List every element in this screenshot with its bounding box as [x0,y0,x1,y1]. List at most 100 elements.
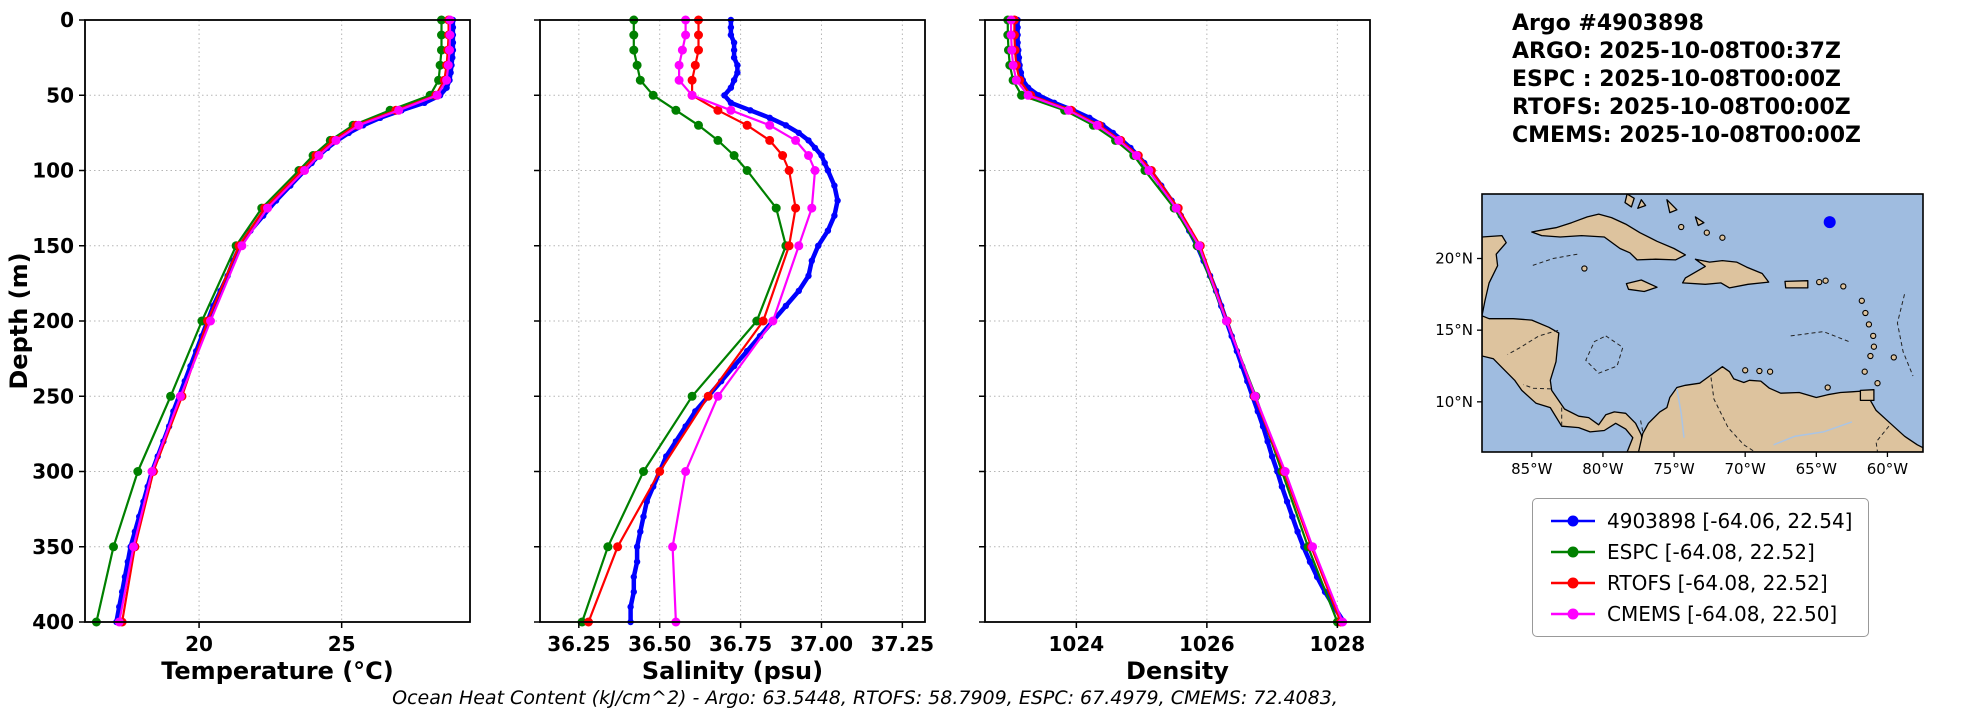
data-point [742,166,752,175]
data-point [1306,558,1314,565]
data-point [449,54,456,61]
map-river [1773,421,1853,446]
y-tick-label: 50 [46,83,74,107]
map-island [1840,283,1847,290]
map-land [1681,258,1770,289]
data-point [648,90,658,100]
map-island [1890,354,1897,361]
data-point [632,60,642,70]
x-tick-label: 36.25 [547,632,610,656]
salinity-panel: 36.25 36.50 36.75 37.00 37.25 Salinity (psu) [534,15,934,684]
data-point [1011,75,1021,85]
data-point [713,105,723,115]
data-point [394,105,404,115]
data-point [831,182,838,189]
data-point [1144,166,1154,175]
data-point [804,151,813,160]
data-point [771,203,781,213]
map-island [1766,368,1774,375]
float-position-marker [1823,216,1836,229]
data-point [1006,30,1016,40]
map-lon-tick-label: 80°W [1582,460,1624,478]
info-espc-time: ESPC : 2025-10-08T00:00Z [1512,67,1841,92]
map-lat-tick-label: 10°N [1435,393,1473,411]
axes-frame [84,19,471,623]
x-tick-label: 1024 [1049,632,1105,656]
data-point [300,166,310,175]
data-point [449,24,457,31]
legend-label: RTOFS [-64.08, 22.52] [1607,571,1828,595]
axes-frame [984,19,1371,623]
map-island [1870,343,1878,350]
info-argo-time: ARGO: 2025-10-08T00:37Z [1512,39,1841,64]
map-island [1867,352,1874,360]
map-lat-tick-label: 20°N [1435,250,1473,268]
y-tick-label: 300 [32,460,74,484]
data-point [206,316,215,326]
temperature-axis-label: Temperature (°C) [161,657,394,684]
map-boundary [1507,329,1559,355]
map-lat-tick-label: 15°N [1435,321,1473,339]
x-tick-label: 25 [328,632,356,656]
data-point [637,528,644,535]
data-point [730,77,738,84]
data-point [687,90,697,100]
map-lon-tick-label: 70°W [1724,460,1766,478]
map-land [1624,194,1635,208]
data-point [726,105,736,115]
data-point [721,92,728,99]
depth-axis-label: Depth (m) [5,252,33,389]
data-point [437,45,446,55]
data-point [668,542,678,552]
data-point [1114,135,1124,145]
temperature-panel: 20 25050100150200250300350400Temperature … [5,8,471,684]
data-point [1194,241,1204,251]
data-point [630,588,637,596]
data-point [730,39,738,46]
map-boundary [1531,253,1578,267]
data-point [794,241,804,251]
ocean-heat-content-text: Ocean Heat Content (kJ/cm^2) - Argo: 63.… [392,687,1338,709]
data-point [727,24,735,31]
data-point [727,99,735,107]
data-point [808,257,815,264]
legend-label: CMEMS [-64.08, 22.50] [1607,602,1838,626]
map-island [1865,321,1873,328]
legend-item: 4903898 [-64.06, 22.54] [1549,509,1852,533]
data-point [109,542,118,552]
legend-item: CMEMS [-64.08, 22.50] [1549,602,1852,626]
data-point [713,391,723,401]
data-point [1171,203,1181,213]
data-point [713,135,723,145]
data-point [443,84,450,91]
data-point [805,137,812,144]
data-point [694,120,703,130]
data-point [166,391,176,401]
data-point [629,30,639,40]
data-point [1250,391,1260,401]
map-island [1756,367,1763,375]
data-point [1221,316,1231,326]
data-point [449,39,457,46]
data-point [815,242,822,249]
data-point [690,60,700,70]
data-point [727,31,735,39]
data-point [1007,45,1017,55]
temperature-series-rtofs [117,15,454,627]
map-lon-tick-label: 65°W [1796,460,1838,478]
data-point [639,467,648,476]
map-lon-tick-label: 85°W [1511,460,1553,478]
data-point [834,197,841,204]
x-tick-label: 20 [185,632,213,656]
y-tick-label: 350 [32,535,74,559]
data-point [1308,542,1318,552]
salinity-series-4903898 [627,16,841,626]
y-tick-label: 200 [32,309,74,333]
map-land [1666,199,1678,214]
map-land [1625,279,1658,293]
salinity-axis-label: Salinity (psu) [642,657,823,684]
data-point [629,45,639,55]
data-point [1014,24,1021,31]
data-point [447,69,454,76]
